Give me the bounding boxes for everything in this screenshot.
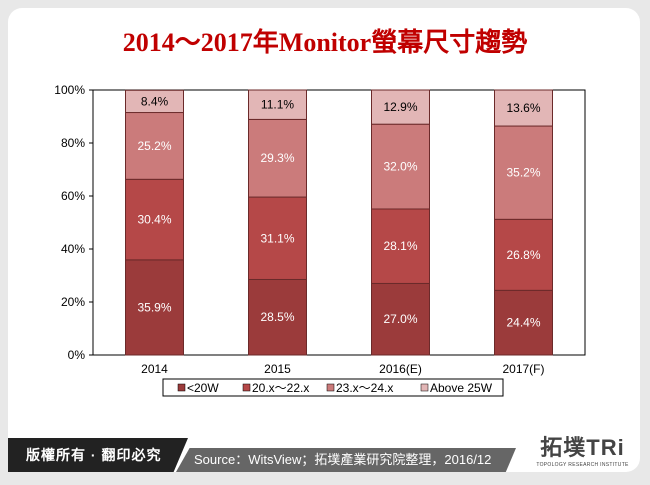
data-label: 25.2% [137,139,171,153]
y-tick-label: 80% [61,136,85,150]
y-tick-label: 40% [61,242,85,256]
logo-subtext: TOPOLOGY RESEARCH INSTITUTE [536,462,629,468]
data-label: 31.1% [260,231,294,245]
data-label: 35.2% [506,166,540,180]
legend-label: 23.x～24.x [336,381,393,395]
legend-swatch [326,383,335,392]
data-label: 11.1% [261,98,294,112]
bar-segment [248,278,307,356]
legend-swatch [177,383,186,392]
x-tick-label: 2015 [264,362,291,376]
bar-segment [125,178,184,261]
tri-logo: 拓墣TRi TOPOLOGY RESEARCH INSTITUTE [535,430,630,468]
bar-segment [371,208,430,284]
legend-swatch [420,383,429,392]
bar-segment [494,125,553,220]
legend-label: <20W [187,381,219,395]
bar-segment [125,259,184,356]
y-tick-label: 100% [54,83,85,97]
legend-label: 20.x～22.x [252,381,309,395]
copyright-text: 版權所有 · 翻印必究 [8,438,188,472]
bar-segment [125,112,184,180]
data-label: 26.8% [506,248,540,262]
x-tick-label: 2017(F) [502,362,544,376]
bar-segment [494,89,553,127]
bar-segment [371,89,430,125]
data-label: 29.3% [260,151,294,165]
data-label: 32.0% [383,160,417,174]
bar-segment [248,118,307,198]
stacked-bar-chart: 0% 20% 40% 60% 80% 100% 35.9% 30.4% 25.2% 8.4% 201… [54,83,586,397]
y-tick-label: 60% [61,189,85,203]
source-text: Source：WitsView；拓墣產業研究院整理，2016/12 [176,448,516,472]
legend-swatch [242,383,251,392]
logo-text: 拓墣TRi [540,435,625,460]
plot-area [92,89,586,356]
bar-segment [371,123,430,210]
data-label: 35.9% [137,300,171,314]
legend-label: Above 25W [430,381,493,395]
data-label: 30.4% [137,213,171,227]
x-tick-label: 2014 [141,362,168,376]
footer: 版權所有 · 翻印必究 Source：WitsView；拓墣產業研究院整理，20… [0,435,650,472]
bar-segment [248,196,307,280]
bar-segment [125,89,184,114]
bar-segment [494,218,553,291]
data-label: 28.1% [383,239,417,253]
data-label: 28.5% [260,310,294,324]
bar-segment [494,289,553,356]
data-label: 13.6% [506,101,540,115]
data-label: 8.4% [141,94,169,108]
page-title: 2014～2017年Monitor螢幕尺寸趨勢 [122,28,528,57]
y-tick-label: 20% [61,295,85,309]
y-tick-label: 0% [68,348,86,362]
data-label: 12.9% [383,100,417,114]
x-tick-label: 2016(E) [379,362,422,376]
data-label: 27.0% [383,312,417,326]
bar-segment [248,89,307,120]
data-label: 24.4% [506,316,540,330]
